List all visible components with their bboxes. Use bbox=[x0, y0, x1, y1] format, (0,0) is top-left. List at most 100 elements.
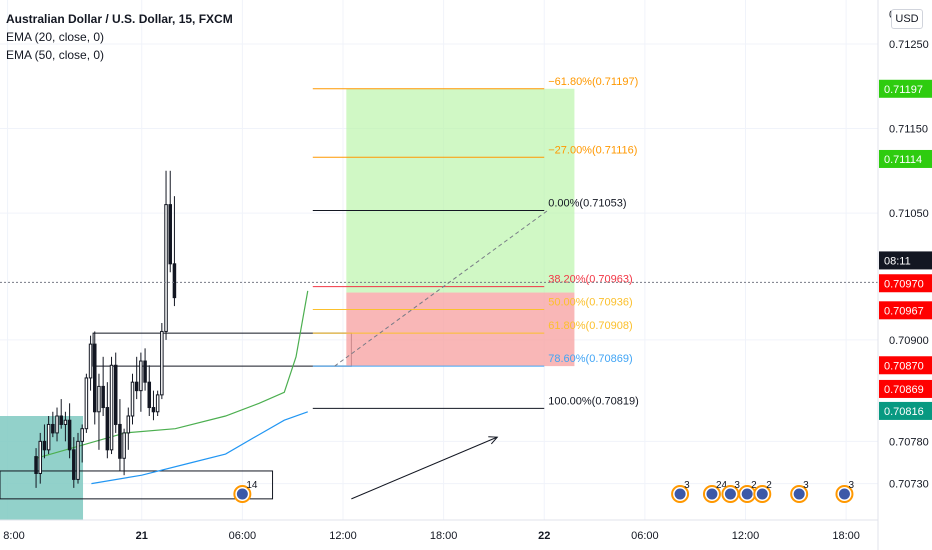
time-tick-label: 06:00 bbox=[229, 530, 257, 542]
price-tag bbox=[879, 401, 932, 420]
flag-icon bbox=[706, 488, 718, 500]
price-tag-text: 08:11 bbox=[884, 255, 911, 267]
price-tick-label: 0.71250 bbox=[889, 39, 929, 51]
time-tick-label: 21 bbox=[136, 530, 148, 542]
time-tick-label: 18:00 bbox=[832, 530, 860, 542]
event-count: 3 bbox=[848, 480, 854, 491]
candle-body bbox=[93, 343, 97, 413]
time-tick-label: 06:00 bbox=[631, 530, 659, 542]
time-tick-label: 18:00 bbox=[430, 530, 458, 542]
time-tick-label: 8:00 bbox=[3, 530, 24, 542]
candle-body bbox=[38, 440, 43, 474]
stop-zone bbox=[346, 292, 575, 367]
ema20-legend[interactable]: EMA (20, close, 0) bbox=[6, 30, 105, 44]
event-count: 14 bbox=[246, 480, 258, 491]
price-tag-text: 0.70967 bbox=[884, 305, 924, 317]
candle-body bbox=[160, 330, 164, 396]
candle-body bbox=[130, 381, 135, 417]
event-count: 2 bbox=[751, 480, 757, 491]
candle-body bbox=[126, 415, 131, 434]
event-count: 2 bbox=[766, 480, 772, 491]
flag-icon bbox=[741, 488, 753, 500]
price-tag bbox=[879, 356, 932, 375]
price-tag-text: 0.70869 bbox=[884, 384, 924, 396]
candle-body bbox=[63, 419, 68, 425]
time-tick-label: 12:00 bbox=[329, 530, 357, 542]
flag-icon bbox=[674, 488, 686, 500]
price-tag-text: 0.71197 bbox=[884, 84, 923, 96]
candle-body bbox=[76, 440, 80, 480]
event-count: 3 bbox=[684, 480, 690, 491]
price-tag bbox=[879, 79, 932, 98]
candle-body bbox=[97, 385, 101, 413]
event-count: 24 bbox=[716, 480, 728, 491]
candle-body bbox=[113, 364, 118, 425]
price-tag-text: 0.70870 bbox=[884, 360, 924, 372]
ema50-line bbox=[91, 411, 308, 485]
fib-level-label: −27.00%(0.71116) bbox=[548, 144, 637, 156]
candle-body bbox=[122, 432, 126, 459]
price-tag bbox=[879, 379, 932, 398]
candle-body bbox=[109, 364, 114, 451]
price-tag bbox=[879, 149, 932, 168]
candle-body bbox=[134, 381, 139, 392]
candle-body bbox=[155, 394, 160, 413]
price-tag-text: 0.70816 bbox=[884, 406, 924, 418]
candle-body bbox=[143, 360, 147, 383]
flag-icon bbox=[756, 488, 768, 500]
support-resistance-box bbox=[0, 470, 274, 500]
fib-level-label: 38.20%(0.70963) bbox=[548, 274, 632, 286]
flag-icon bbox=[236, 488, 248, 500]
candle-body bbox=[168, 204, 172, 265]
candle-body bbox=[139, 360, 143, 392]
fib-level-label: −61.80%(0.71197) bbox=[548, 76, 638, 88]
candle-body bbox=[118, 423, 122, 459]
fib-level-label: 61.80%(0.70908) bbox=[548, 320, 632, 332]
trend-arrow-head bbox=[488, 436, 499, 445]
candle-body bbox=[147, 381, 152, 409]
candle-body bbox=[46, 423, 51, 451]
candle-body bbox=[80, 428, 84, 442]
trend-arrow-line bbox=[351, 436, 498, 500]
candle-body bbox=[88, 343, 93, 379]
candle-body bbox=[51, 423, 55, 434]
price-tick-label: 0.71050 bbox=[889, 208, 929, 220]
fib-level-label: 50.00%(0.70936) bbox=[548, 296, 632, 308]
price-tag-text: 0.70970 bbox=[884, 278, 924, 290]
candle-body bbox=[72, 449, 76, 480]
candle-body bbox=[164, 204, 168, 332]
target-zone bbox=[346, 88, 575, 293]
candle-body bbox=[34, 456, 38, 474]
ema20-line bbox=[35, 290, 309, 459]
currency-button[interactable]: USD bbox=[891, 9, 923, 29]
candle-body bbox=[105, 407, 110, 451]
ema50-legend[interactable]: EMA (50, close, 0) bbox=[6, 48, 105, 62]
time-tick-label: 12:00 bbox=[732, 530, 760, 542]
candle-body bbox=[67, 419, 72, 451]
projection-line bbox=[334, 210, 548, 367]
price-tag bbox=[879, 301, 932, 320]
candle-body bbox=[84, 377, 89, 430]
fib-level-label: 0.00%(0.71053) bbox=[548, 198, 626, 210]
candle-body bbox=[55, 415, 59, 434]
price-tick-label: 0.70730 bbox=[889, 479, 929, 491]
price-tick-label: 0.70900 bbox=[889, 335, 929, 347]
price-tag bbox=[879, 274, 932, 293]
time-tick-label: 22 bbox=[538, 530, 550, 542]
price-tag bbox=[879, 251, 932, 270]
symbol-title[interactable]: Australian Dollar / U.S. Dollar, 15, FXC… bbox=[6, 12, 233, 26]
candle-body bbox=[101, 385, 105, 409]
flag-icon bbox=[724, 488, 736, 500]
price-tag-text: 0.71114 bbox=[884, 154, 922, 166]
flag-icon bbox=[838, 488, 850, 500]
candle-body bbox=[172, 263, 177, 299]
flag-icon bbox=[793, 488, 805, 500]
price-tick-label: 0.70780 bbox=[889, 436, 929, 448]
fib-level-label: 100.00%(0.70819) bbox=[548, 395, 639, 407]
candle-body bbox=[42, 440, 47, 451]
price-tick-label: 0.71150 bbox=[889, 124, 928, 136]
support-resistance-box bbox=[92, 332, 352, 367]
candle-body bbox=[151, 407, 156, 413]
event-count: 3 bbox=[803, 480, 809, 491]
